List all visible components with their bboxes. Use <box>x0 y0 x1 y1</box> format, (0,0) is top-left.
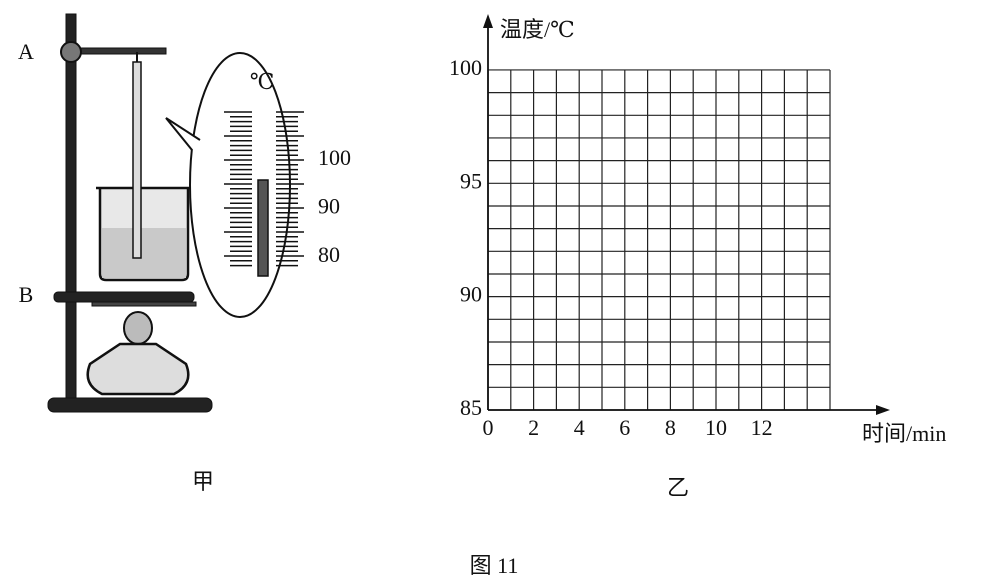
x-tick-label: 10 <box>705 415 727 440</box>
x-axis-label: 时间/min <box>862 421 946 446</box>
label-a: A <box>18 39 34 64</box>
clamp-a <box>60 41 82 63</box>
scale-unit: ℃ <box>250 69 275 94</box>
x-arrow <box>876 405 890 415</box>
x-tick-label: 6 <box>619 415 630 440</box>
y-tick-label: 85 <box>460 395 482 420</box>
x-tick-label: 0 <box>483 415 494 440</box>
scale-label: 80 <box>318 242 340 267</box>
x-tick-label: 4 <box>574 415 585 440</box>
ring-b <box>53 291 195 303</box>
figure-caption: 图 11 <box>470 553 519 578</box>
clamp-arm <box>71 47 167 55</box>
stand-rod <box>65 13 77 407</box>
y-axis-label: 温度/℃ <box>500 17 575 42</box>
x-tick-label: 12 <box>751 415 773 440</box>
x-tick-label: 2 <box>528 415 539 440</box>
gauze <box>91 301 197 307</box>
x-tick-label: 8 <box>665 415 676 440</box>
callout-pointer <box>165 117 201 151</box>
y-tick-label: 95 <box>460 168 482 193</box>
wick <box>123 311 153 345</box>
label-b: B <box>19 282 34 307</box>
caption-jia: 甲 <box>192 469 214 494</box>
thermometer <box>132 61 142 259</box>
mercury-column <box>257 179 269 277</box>
caption-yi: 乙 <box>667 475 689 500</box>
callout-bubble <box>189 52 291 318</box>
y-arrow <box>483 14 493 28</box>
apparatus <box>47 13 304 413</box>
stand-base <box>47 397 213 413</box>
water <box>102 228 186 278</box>
y-tick-label: 90 <box>460 282 482 307</box>
scale-label: 100 <box>318 145 351 170</box>
scale-label: 90 <box>318 194 340 219</box>
alcohol-lamp <box>86 342 190 396</box>
y-tick-label: 100 <box>449 55 482 80</box>
graph-grid <box>487 69 831 411</box>
